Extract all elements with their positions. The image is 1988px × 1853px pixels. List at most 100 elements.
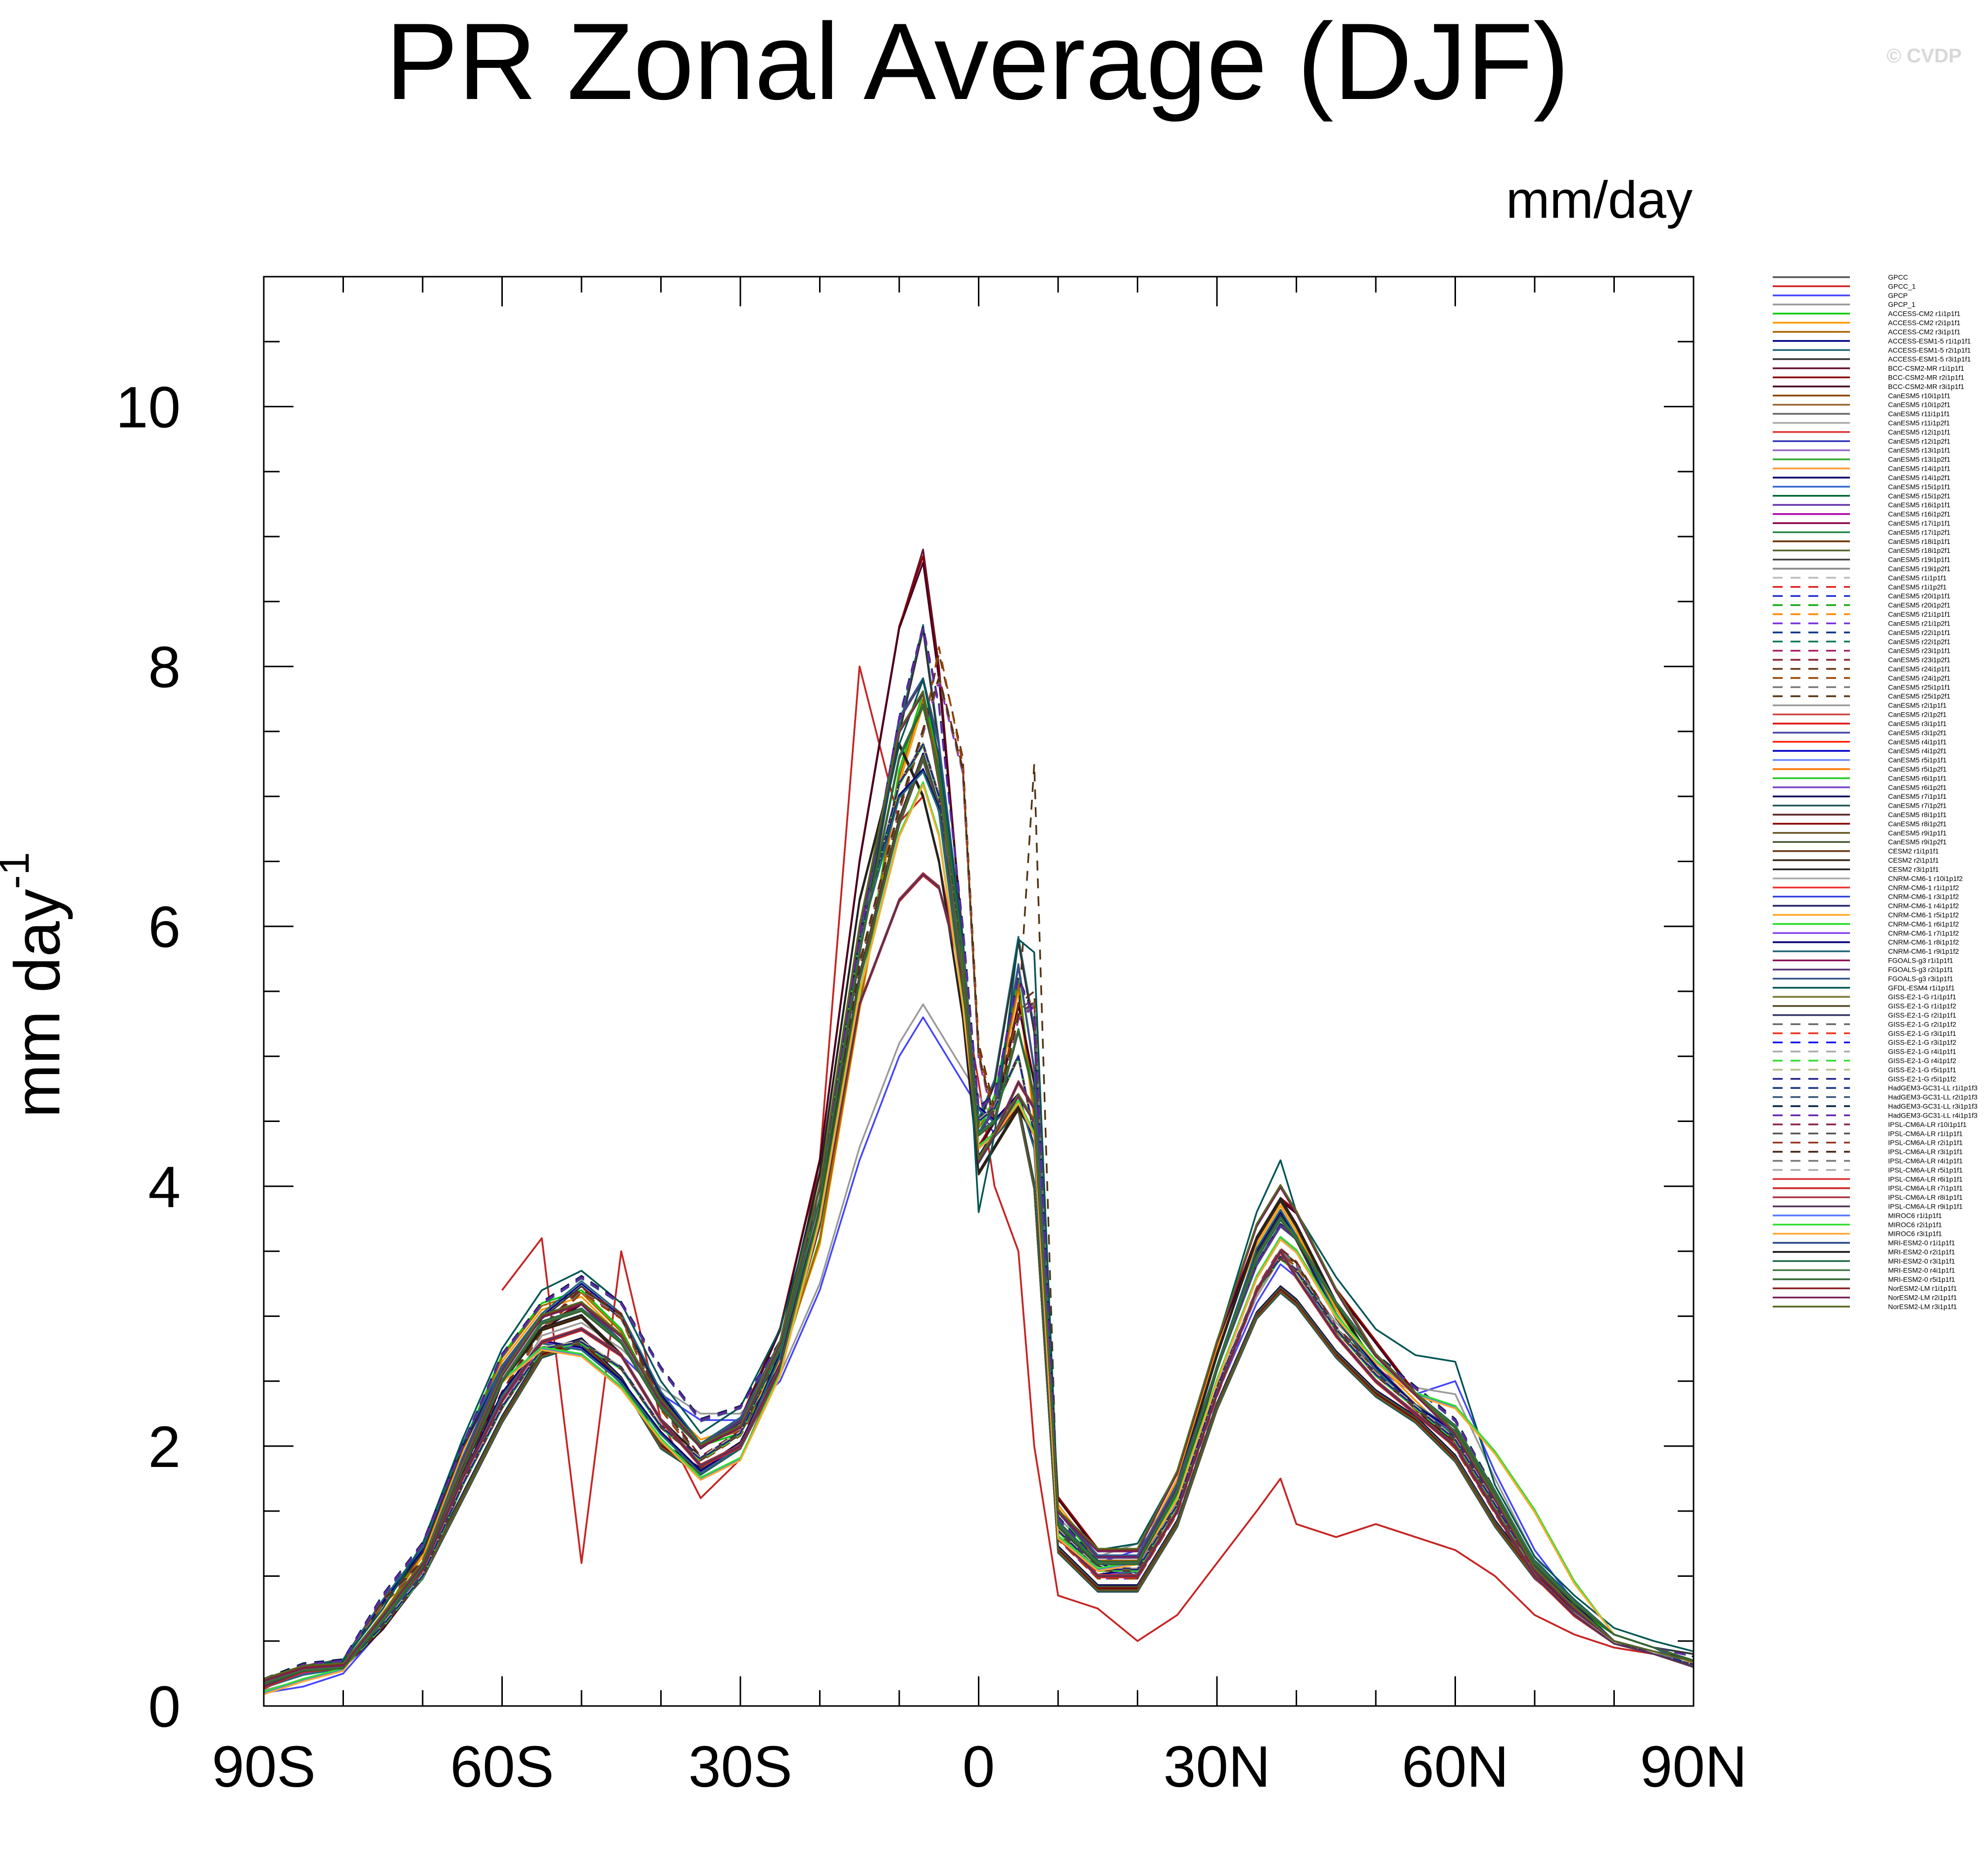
y-tick-label: 10: [116, 375, 181, 440]
legend-item-label: CanESM5 r17i1p1f1: [1888, 519, 1950, 527]
y-axis-label-superscript: -1: [0, 852, 38, 889]
legend-item-label: FGOALS-g3 r2i1p1f1: [1888, 966, 1953, 974]
legend-item-label: CESM2 r2i1p1f1: [1888, 856, 1939, 864]
legend-item-label: BCC-CSM2-MR r1i1p1f1: [1888, 364, 1964, 372]
axis-ticks: 90S 60S 30S 0 30N 60N 90N 0 2 4 6 8 10: [116, 276, 1747, 1800]
x-tick-label: 60N: [1402, 1734, 1508, 1800]
legend-item-label: IPSL-CM6A-LR r3i1p1f1: [1888, 1148, 1963, 1156]
series-line-88: [263, 743, 1694, 1684]
legend-item-label: NorESM2-LM r2i1p1f1: [1888, 1294, 1957, 1302]
legend-item-label: NorESM2-LM r1i1p1f1: [1888, 1284, 1957, 1292]
legend-item-label: CanESM5 r25i1p2f1: [1888, 692, 1950, 700]
legend-item-label: CanESM5 r19i1p2f1: [1888, 565, 1950, 573]
series-line-38: [263, 681, 1694, 1690]
legend-item-label: MRI-ESM2-0 r1i1p1f1: [1888, 1239, 1955, 1247]
legend-item-label: CanESM5 r13i1p1f1: [1888, 446, 1950, 454]
x-tick-label: 30N: [1164, 1734, 1270, 1800]
legend-item-label: CanESM5 r14i1p2f1: [1888, 474, 1950, 482]
y-tick-label: 0: [148, 1674, 181, 1740]
legend-item-label: HadGEM3-GC31-LL r1i1p1f3: [1888, 1084, 1978, 1092]
legend-item-label: GISS-E2-1-G r3i1p1f2: [1888, 1038, 1956, 1046]
legend-item-label: CanESM5 r21i1p1f1: [1888, 610, 1950, 618]
legend-item-label: CanESM5 r4i1p2f1: [1888, 747, 1947, 755]
legend-item-label: MRI-ESM2-0 r5i1p1f1: [1888, 1275, 1955, 1283]
legend-item-label: IPSL-CM6A-LR r7i1p1f1: [1888, 1184, 1963, 1192]
legend-item-label: CanESM5 r8i1p1f1: [1888, 811, 1947, 819]
legend-item-label: GISS-E2-1-G r2i1p1f1: [1888, 1011, 1956, 1019]
series-line-78: [263, 679, 1694, 1681]
legend-item-label: GFDL-ESM4 r1i1p1f1: [1888, 984, 1955, 992]
legend-item-label: CanESM5 r2i1p2f1: [1888, 711, 1947, 719]
legend-item-label: IPSL-CM6A-LR r5i1p1f1: [1888, 1166, 1963, 1174]
legend-item-label: CanESM5 r22i1p1f1: [1888, 629, 1950, 636]
y-tick-label: 6: [148, 895, 181, 960]
legend-item-label: CanESM5 r19i1p1f1: [1888, 556, 1950, 564]
legend-item-label: ACCESS-CM2 r2i1p1f1: [1888, 319, 1960, 327]
legend-item-label: GISS-E2-1-G r5i1p1f2: [1888, 1075, 1956, 1083]
units-label: mm/day: [1506, 171, 1693, 229]
legend-item-label: IPSL-CM6A-LR r10i1p1f1: [1888, 1121, 1967, 1128]
legend-item-label: BCC-CSM2-MR r3i1p1f1: [1888, 383, 1964, 390]
legend-item-label: GPCC: [1888, 273, 1908, 281]
legend-item-label: MIROC6 r1i1p1f1: [1888, 1212, 1942, 1219]
y-axis-label-main: mm day: [1, 889, 73, 1118]
legend-item-label: CanESM5 r18i1p1f1: [1888, 537, 1950, 545]
legend-item-label: CanESM5 r10i1p1f1: [1888, 391, 1950, 399]
legend-item-label: GPCP: [1888, 292, 1908, 299]
legend-item-label: GISS-E2-1-G r4i1p1f2: [1888, 1057, 1956, 1065]
y-tick-label: 8: [148, 635, 181, 700]
legend-item-label: CNRM-CM6-1 r9i1p1f2: [1888, 947, 1959, 955]
legend-item-label: BCC-CSM2-MR r2i1p1f1: [1888, 373, 1964, 381]
y-tick-label: 2: [148, 1414, 181, 1480]
legend-item-label: CanESM5 r9i1p2f1: [1888, 838, 1947, 846]
legend-item-label: CanESM5 r23i1p1f1: [1888, 647, 1950, 655]
legend-item-label: FGOALS-g3 r3i1p1f1: [1888, 975, 1953, 982]
legend-item-label: CanESM5 r17i1p2f1: [1888, 528, 1950, 536]
legend-item-label: CNRM-CM6-1 r7i1p1f2: [1888, 929, 1959, 937]
legend-item-label: MRI-ESM2-0 r2i1p1f1: [1888, 1248, 1955, 1256]
legend-item-label: GISS-E2-1-G r1i1p1f2: [1888, 1002, 1956, 1010]
legend-item-label: CanESM5 r2i1p1f1: [1888, 701, 1947, 709]
legend-item-label: CanESM5 r3i1p1f1: [1888, 720, 1947, 728]
legend-item-label: ACCESS-CM2 r3i1p1f1: [1888, 328, 1960, 336]
x-tick-label: 30S: [688, 1734, 792, 1800]
legend-item-label: CNRM-CM6-1 r5i1p1f2: [1888, 911, 1959, 919]
legend-item-label: CanESM5 r14i1p1f1: [1888, 465, 1950, 473]
legend-item-label: CanESM5 r1i1p2f1: [1888, 583, 1947, 591]
legend-item-label: HadGEM3-GC31-LL r4i1p1f3: [1888, 1111, 1978, 1119]
legend-item-label: GPCC_1: [1888, 282, 1916, 290]
legend-item-label: CanESM5 r10i1p2f1: [1888, 401, 1950, 409]
legend-item-label: IPSL-CM6A-LR r8i1p1f1: [1888, 1193, 1963, 1201]
legend-item-label: CESM2 r3i1p1f1: [1888, 865, 1939, 873]
legend-item-label: CanESM5 r23i1p2f1: [1888, 656, 1950, 664]
legend-item-label: CanESM5 r11i1p2f1: [1888, 419, 1950, 427]
legend-item-label: MRI-ESM2-0 r4i1p1f1: [1888, 1266, 1955, 1274]
x-tick-label: 0: [963, 1734, 995, 1800]
legend-item-label: CanESM5 r1i1p1f1: [1888, 574, 1947, 582]
legend-item-label: ACCESS-ESM1-5 r2i1p1f1: [1888, 346, 1971, 354]
watermark: © CVDP: [1887, 45, 1962, 67]
legend-item-label: CanESM5 r20i1p1f1: [1888, 592, 1950, 600]
legend-item-label: CNRM-CM6-1 r8i1p1f2: [1888, 938, 1959, 946]
legend-item-label: CanESM5 r5i1p2f1: [1888, 765, 1947, 773]
legend-item-label: ACCESS-ESM1-5 r1i1p1f1: [1888, 337, 1971, 345]
legend-item-label: CanESM5 r25i1p1f1: [1888, 683, 1950, 691]
legend-item-label: CanESM5 r16i1p1f1: [1888, 501, 1950, 509]
series-line-103: [263, 782, 1694, 1694]
legend-item-label: CanESM5 r7i1p1f1: [1888, 792, 1947, 800]
legend-item-label: CanESM5 r20i1p2f1: [1888, 601, 1950, 609]
legend-item-label: CNRM-CM6-1 r4i1p1f2: [1888, 902, 1959, 910]
legend-item-label: CanESM5 r22i1p2f1: [1888, 637, 1950, 645]
x-tick-label: 90N: [1640, 1734, 1747, 1800]
series-line-104: [263, 781, 1694, 1693]
y-axis-label: mm day-1: [0, 852, 73, 1118]
legend-item-label: HadGEM3-GC31-LL r3i1p1f3: [1888, 1102, 1978, 1110]
legend-item-label: GISS-E2-1-G r3i1p1f1: [1888, 1029, 1956, 1037]
series-line-3: [263, 1003, 1694, 1692]
legend-item-label: FGOALS-g3 r1i1p1f1: [1888, 957, 1953, 965]
series-line-112: [263, 693, 1694, 1682]
legend-item-label: CanESM5 r8i1p2f1: [1888, 820, 1947, 828]
legend-item-label: NorESM2-LM r3i1p1f1: [1888, 1303, 1957, 1311]
